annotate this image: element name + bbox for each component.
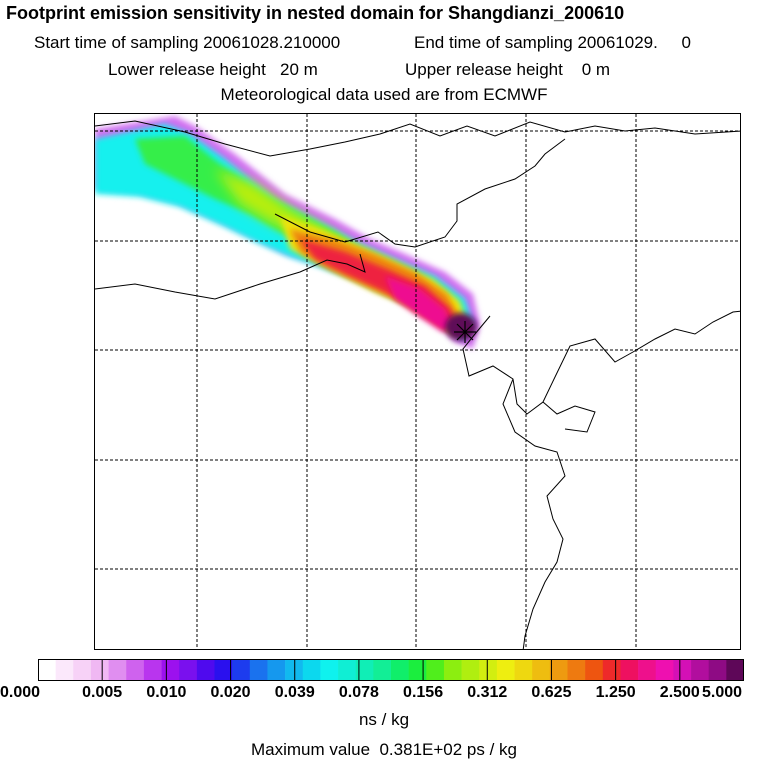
colorbar-svg [38, 659, 745, 681]
colorbar [38, 659, 745, 681]
colorbar-cell [108, 659, 127, 681]
colorbar-cell [408, 659, 427, 681]
colorbar-cell [585, 659, 604, 681]
colorbar-tick-label: 0.078 [338, 684, 379, 701]
colorbar-cell [38, 659, 56, 681]
colorbar-cell [391, 659, 409, 681]
colorbar-cell [602, 659, 621, 681]
upper-release-height-label: Upper release height 0 m [405, 60, 611, 79]
coastline-south [502, 378, 566, 649]
end-time-label: End time of sampling 20061029. 0 [414, 33, 691, 52]
map-panel [94, 113, 741, 650]
colorbar-tick-label: 0.010 [146, 684, 187, 701]
coastline [462, 310, 740, 415]
start-time-label: Start time of sampling 20061028.210000 [34, 33, 341, 52]
colorbar-cell [496, 659, 515, 681]
colorbar-cell [514, 659, 533, 681]
colorbar-cell [638, 659, 657, 681]
footprint-map [95, 114, 740, 649]
colorbar-tick-label: 2.500 [659, 684, 700, 701]
colorbar-cell [90, 659, 109, 681]
colorbar-cell [479, 659, 498, 681]
emission-plume [95, 116, 480, 349]
colorbar-cell [655, 659, 674, 681]
colorbar-cell [338, 659, 356, 681]
colorbar-cell [302, 659, 321, 681]
units-label: ns / kg [358, 710, 410, 729]
colorbar-tick-label: 0.312 [467, 684, 508, 701]
colorbar-cell [73, 659, 92, 681]
colorbar-cell [55, 659, 74, 681]
colorbar-cell [267, 659, 286, 681]
colorbar-tick-label: 0.156 [403, 684, 444, 701]
colorbar-cell [691, 659, 709, 681]
met-data-label: Meteorological data used are from ECMWF [220, 85, 548, 104]
colorbar-tick-label: 1.250 [595, 684, 636, 701]
colorbar-cell [196, 659, 215, 681]
colorbar-cell [673, 659, 692, 681]
colorbar-cell [126, 659, 145, 681]
colorbar-cell [249, 659, 268, 681]
map-grid [95, 114, 740, 649]
border-line-upper [274, 138, 566, 248]
colorbar-tick-label: 0.005 [82, 684, 123, 701]
colorbar-cell [285, 659, 304, 681]
colorbar-cell [461, 659, 480, 681]
colorbar-cell [620, 659, 639, 681]
colorbar-cell [179, 659, 198, 681]
colorbar-tick-label: 0.625 [531, 684, 572, 701]
colorbar-tick-label: 5.000 [701, 684, 743, 701]
colorbar-cell [161, 659, 180, 681]
colorbar-tick-label: 0.039 [274, 684, 315, 701]
colorbar-cell [232, 659, 251, 681]
colorbar-cell [355, 659, 374, 681]
colorbar-cell [567, 659, 586, 681]
colorbar-tick-label: 0.020 [210, 684, 251, 701]
colorbar-cell [443, 659, 462, 681]
map-boundaries [95, 120, 740, 649]
receptor-cross-icon [454, 321, 476, 343]
plume-pink [385, 276, 453, 332]
lower-release-height-label: Lower release height 20 m [108, 60, 318, 79]
plume-core [445, 313, 477, 341]
colorbar-cell [708, 659, 727, 681]
colorbar-cell [320, 659, 339, 681]
border-line-mid [95, 253, 366, 300]
plot-title: Footprint emission sensitivity in nested… [6, 3, 625, 23]
colorbar-tick-label: 0.000 [0, 684, 41, 701]
colorbar-cell [549, 659, 568, 681]
coastline-bay [542, 401, 596, 433]
colorbar-cell [373, 659, 392, 681]
max-value-label: Maximum value 0.381E+02 ps / kg [251, 740, 517, 759]
colorbar-cell [532, 659, 551, 681]
colorbar-cell [726, 659, 745, 681]
colorbar-cell [214, 659, 233, 681]
colorbar-cell [143, 659, 162, 681]
colorbar-cell [426, 659, 445, 681]
